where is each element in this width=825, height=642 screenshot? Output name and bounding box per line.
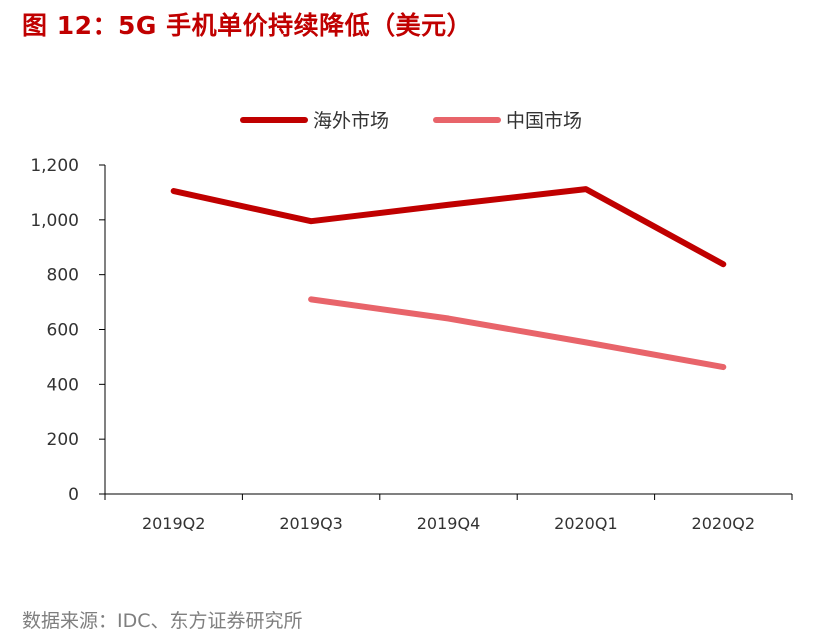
x-tick-label: 2019Q2	[142, 514, 206, 533]
legend: 海外市场 中国市场	[240, 110, 582, 132]
series-line-2	[308, 296, 727, 371]
source-note: 数据来源：IDC、东方证券研究所	[22, 610, 303, 632]
x-tick-label: 2020Q1	[554, 514, 618, 533]
y-tick-label: 800	[47, 266, 79, 286]
y-tick-label: 600	[47, 321, 79, 341]
y-tick-label: 200	[47, 430, 79, 450]
chart-title: 图 12：5G 手机单价持续降低（美元）	[22, 11, 473, 40]
legend-label: 中国市场	[506, 110, 582, 132]
y-tick-label: 0	[68, 485, 79, 505]
legend-label: 海外市场	[313, 110, 389, 132]
x-tick-label: 2019Q4	[417, 514, 481, 533]
y-axis: 0 200 400 600 800 1,000 1,200	[30, 156, 106, 505]
y-tick-label: 1,200	[30, 156, 79, 176]
y-tick-label: 1,000	[30, 211, 79, 231]
x-tick-label: 2020Q2	[692, 514, 756, 533]
x-axis: 2019Q2 2019Q3 2019Q4 2020Q1 2020Q2	[104, 493, 793, 533]
y-tick-label: 400	[47, 375, 79, 395]
plot-area	[170, 186, 727, 371]
series-line-1	[170, 186, 727, 268]
x-tick-label: 2019Q3	[279, 514, 343, 533]
